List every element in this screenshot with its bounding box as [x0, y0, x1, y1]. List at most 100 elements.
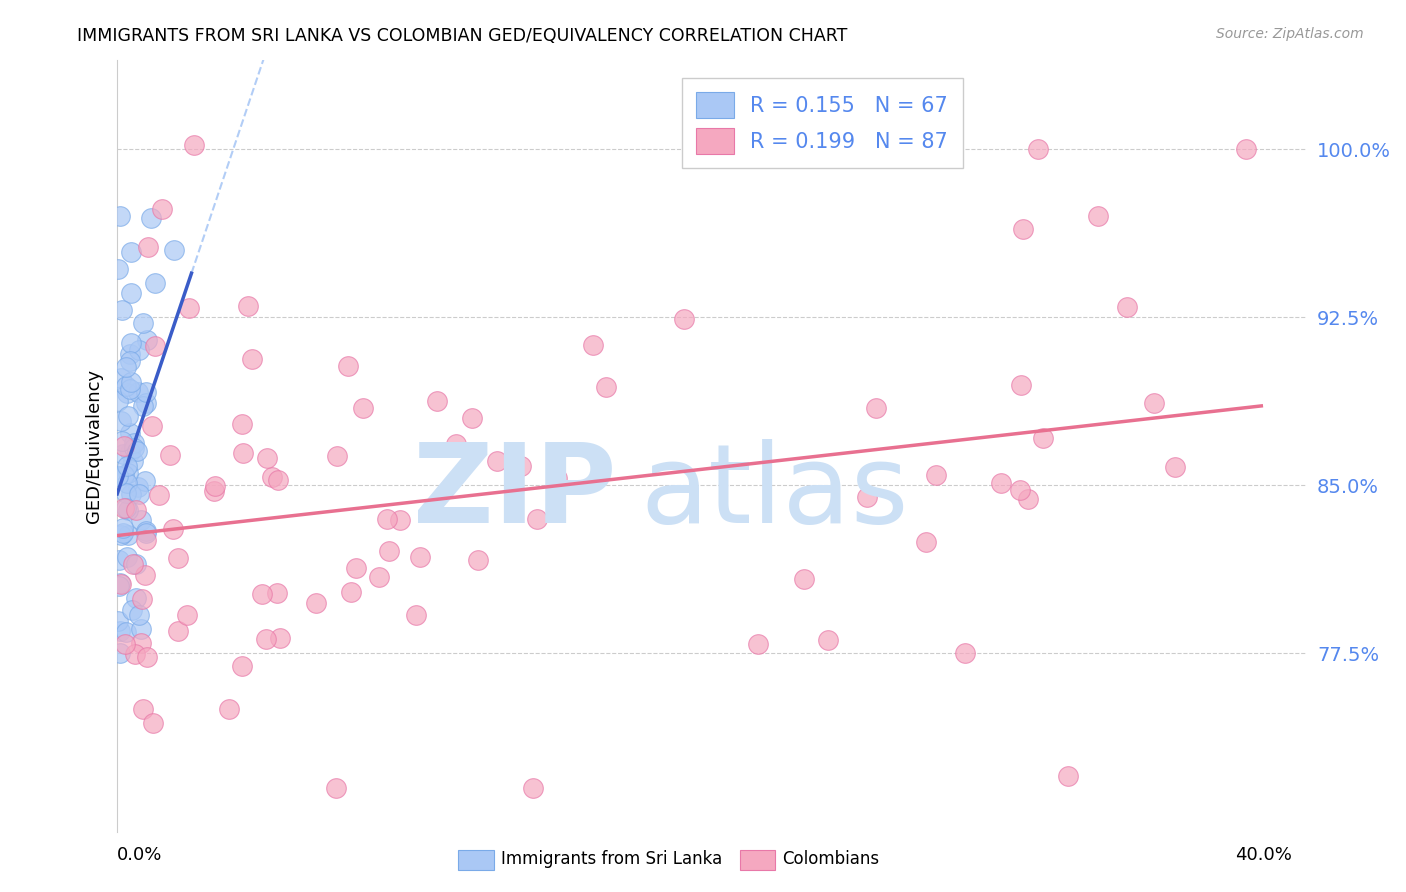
- Point: [122, 435, 145, 450]
- Point: [269, 632, 291, 646]
- Point: [444, 437, 467, 451]
- Point: [1087, 210, 1109, 224]
- Text: Source: ZipAtlas.com: Source: ZipAtlas.com: [1216, 27, 1364, 41]
- Point: [112, 467, 135, 482]
- Point: [166, 624, 188, 638]
- Point: [1163, 460, 1185, 475]
- Text: Colombians: Colombians: [782, 850, 879, 868]
- Point: [117, 385, 139, 400]
- Point: [865, 401, 887, 416]
- Point: [389, 513, 412, 527]
- Point: [856, 490, 879, 504]
- Point: [107, 393, 129, 408]
- Point: [176, 607, 198, 622]
- Point: [132, 316, 155, 330]
- Legend: R = 0.155   N = 67, R = 0.199   N = 87: R = 0.155 N = 67, R = 0.199 N = 87: [682, 78, 963, 169]
- Point: [122, 557, 145, 571]
- Point: [111, 303, 134, 318]
- Point: [120, 425, 142, 440]
- Point: [231, 417, 253, 432]
- Point: [672, 312, 695, 326]
- Point: [112, 447, 135, 461]
- Point: [368, 570, 391, 584]
- Point: [1012, 222, 1035, 236]
- Point: [793, 572, 815, 586]
- Point: [344, 561, 367, 575]
- Point: [134, 474, 156, 488]
- Point: [218, 702, 240, 716]
- Point: [163, 243, 186, 257]
- Point: [128, 487, 150, 501]
- Point: [115, 485, 138, 500]
- Point: [405, 607, 427, 622]
- Point: [122, 454, 145, 468]
- Point: [953, 646, 976, 660]
- Point: [231, 659, 253, 673]
- Point: [167, 551, 190, 566]
- Point: [110, 414, 132, 428]
- Point: [112, 439, 135, 453]
- Point: [467, 553, 489, 567]
- Point: [925, 467, 948, 482]
- Point: [112, 525, 135, 540]
- Text: Immigrants from Sri Lanka: Immigrants from Sri Lanka: [501, 850, 721, 868]
- Point: [117, 528, 139, 542]
- Point: [378, 544, 401, 558]
- Point: [132, 399, 155, 413]
- Point: [817, 632, 839, 647]
- Point: [135, 385, 157, 400]
- Point: [118, 382, 141, 396]
- Point: [1236, 142, 1258, 156]
- Point: [134, 567, 156, 582]
- Point: [135, 525, 157, 540]
- Point: [107, 615, 129, 629]
- Point: [114, 637, 136, 651]
- Point: [125, 591, 148, 606]
- Point: [107, 468, 129, 483]
- Point: [136, 239, 159, 253]
- Point: [305, 597, 328, 611]
- Point: [127, 384, 149, 399]
- Point: [990, 475, 1012, 490]
- Point: [139, 211, 162, 226]
- Point: [115, 625, 138, 640]
- Point: [129, 513, 152, 527]
- Point: [129, 636, 152, 650]
- Point: [117, 409, 139, 423]
- Point: [129, 622, 152, 636]
- Point: [131, 702, 153, 716]
- Point: [108, 579, 131, 593]
- Point: [120, 335, 142, 350]
- Point: [582, 338, 605, 352]
- Point: [1010, 378, 1032, 392]
- Point: [337, 359, 360, 374]
- Point: [267, 473, 290, 487]
- Point: [118, 445, 141, 459]
- Point: [124, 441, 146, 455]
- Point: [114, 359, 136, 374]
- Point: [143, 339, 166, 353]
- Point: [135, 333, 157, 347]
- Point: [120, 245, 142, 260]
- Point: [115, 458, 138, 473]
- Point: [121, 602, 143, 616]
- Point: [522, 780, 544, 795]
- Point: [108, 553, 131, 567]
- Point: [110, 576, 132, 591]
- Point: [107, 262, 129, 277]
- Point: [108, 624, 131, 638]
- Point: [120, 375, 142, 389]
- Point: [1115, 300, 1137, 314]
- Point: [111, 521, 134, 535]
- Y-axis label: GED/Equivalency: GED/Equivalency: [86, 369, 103, 523]
- Point: [326, 449, 349, 463]
- Point: [117, 503, 139, 517]
- Text: 40.0%: 40.0%: [1234, 846, 1292, 863]
- Point: [1010, 483, 1032, 497]
- Point: [143, 276, 166, 290]
- Point: [1143, 395, 1166, 409]
- Point: [204, 478, 226, 492]
- Point: [127, 444, 149, 458]
- Point: [409, 550, 432, 565]
- Point: [150, 202, 173, 217]
